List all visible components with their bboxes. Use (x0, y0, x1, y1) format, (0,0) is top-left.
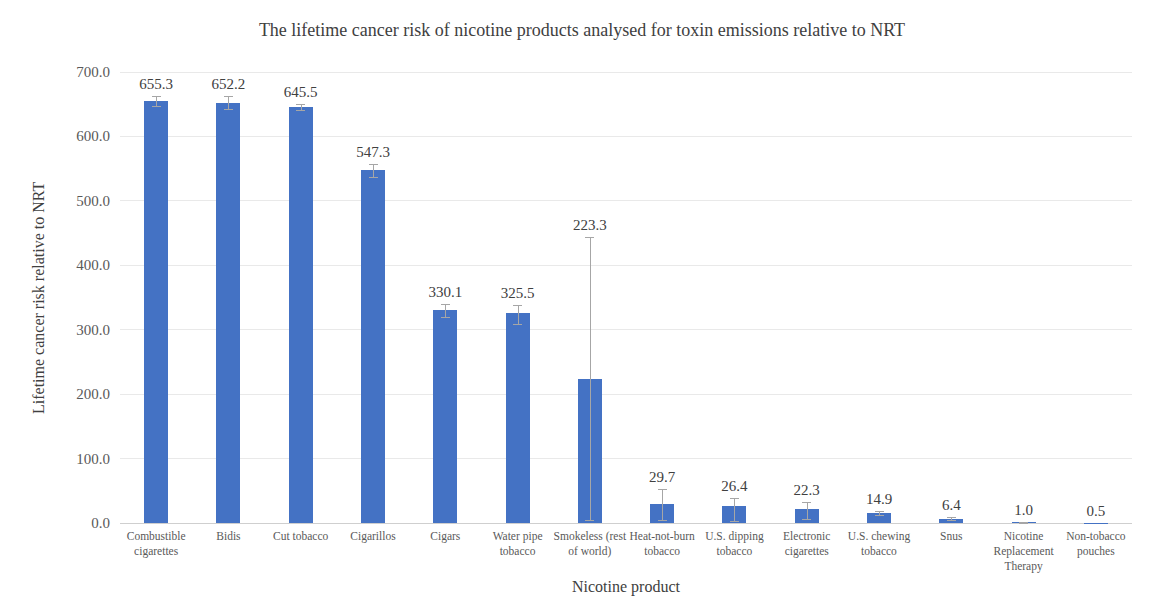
x-tick-label: U.S. chewing tobacco (839, 529, 919, 559)
value-label: 652.2 (212, 75, 246, 93)
error-bar-cap (152, 106, 161, 107)
y-tick-label: 0.0 (91, 514, 110, 532)
x-tick-label: Combustible cigarettes (116, 529, 196, 559)
error-bar (807, 502, 808, 519)
y-tick-label: 500.0 (76, 192, 110, 210)
bar (506, 313, 530, 523)
y-tick-label: 600.0 (76, 127, 110, 145)
bar (144, 101, 168, 523)
error-bar-cap (947, 517, 956, 518)
x-axis-title: Nicotine product (120, 578, 1132, 596)
error-bar-cap (441, 304, 450, 305)
error-bar-cap (513, 305, 522, 306)
x-tick-label: Cigarillos (333, 529, 413, 544)
error-bar (156, 96, 157, 106)
y-axis-title: Lifetime cancer risk relative to NRT (30, 72, 52, 523)
error-bar (518, 305, 519, 324)
value-label: 22.3 (794, 481, 820, 499)
x-tick-label: Electronic cigarettes (767, 529, 847, 559)
error-bar-cap (224, 109, 233, 110)
bar (433, 310, 457, 523)
gridline (120, 394, 1132, 395)
x-tick-label: Heat-not-burn tobacco (622, 529, 702, 559)
y-tick-label: 200.0 (76, 385, 110, 403)
value-label: 655.3 (139, 75, 173, 93)
error-bar-cap (369, 177, 378, 178)
value-label: 325.5 (501, 284, 535, 302)
x-tick-label: Snus (911, 529, 991, 544)
error-bar-cap (585, 237, 594, 238)
error-bar-cap (296, 110, 305, 111)
value-label: 547.3 (356, 143, 390, 161)
plot-area: 655.3 652.2 645.5 547.3 330.1 325.5 223.3 29.7 2… (120, 72, 1132, 523)
value-label: 330.1 (428, 283, 462, 301)
error-bar (228, 96, 229, 109)
error-bar-cap (1019, 523, 1028, 524)
gridline (120, 458, 1132, 459)
error-bar-cap (224, 96, 233, 97)
gridline (120, 329, 1132, 330)
bar-chart: The lifetime cancer risk of nicotine pro… (0, 0, 1164, 606)
value-label: 29.7 (649, 468, 675, 486)
error-bar-cap (875, 511, 884, 512)
error-bar-cap (730, 498, 739, 499)
x-tick-label: U.S. dipping tobacco (694, 529, 774, 559)
error-bar-cap (802, 519, 811, 520)
bar (216, 103, 240, 523)
value-label: 26.4 (721, 477, 747, 495)
error-bar (734, 498, 735, 521)
error-bar-cap (441, 317, 450, 318)
value-label: 223.3 (573, 216, 607, 234)
error-bar (662, 489, 663, 520)
x-axis-line (120, 523, 1132, 524)
value-label: 1.0 (1014, 501, 1033, 519)
error-bar-cap (875, 515, 884, 516)
gridline (120, 265, 1132, 266)
y-tick-label: 400.0 (76, 256, 110, 274)
bar (361, 170, 385, 523)
x-tick-label: Bidis (188, 529, 268, 544)
x-tick-label: Water pipe tobacco (478, 529, 558, 559)
value-label: 645.5 (284, 83, 318, 101)
x-tick-label: Nicotine Replacement Therapy (984, 529, 1064, 574)
error-bar-cap (802, 502, 811, 503)
error-bar (590, 237, 591, 519)
x-tick-label: Cigars (405, 529, 485, 544)
error-bar (445, 304, 446, 317)
error-bar (373, 164, 374, 177)
x-tick-label: Cut tobacco (261, 529, 341, 544)
error-bar-cap (658, 489, 667, 490)
x-tick-label: Non-tobacco pouches (1056, 529, 1136, 559)
gridline (120, 136, 1132, 137)
value-label: 0.5 (1086, 502, 1105, 520)
chart-title: The lifetime cancer risk of nicotine pro… (0, 20, 1164, 41)
y-tick-label: 100.0 (76, 450, 110, 468)
error-bar-cap (369, 164, 378, 165)
x-tick-label: Smokeless (rest of world) (550, 529, 630, 559)
error-bar-cap (513, 324, 522, 325)
bar (289, 107, 313, 523)
error-bar-cap (730, 521, 739, 522)
y-tick-label: 300.0 (76, 321, 110, 339)
y-tick-label: 700.0 (76, 63, 110, 81)
value-label: 14.9 (866, 490, 892, 508)
error-bar-cap (296, 104, 305, 105)
gridline (120, 200, 1132, 201)
gridline (120, 72, 1132, 73)
error-bar-cap (152, 96, 161, 97)
error-bar-cap (947, 520, 956, 521)
error-bar-cap (585, 520, 594, 521)
value-label: 6.4 (942, 496, 961, 514)
error-bar-cap (658, 520, 667, 521)
